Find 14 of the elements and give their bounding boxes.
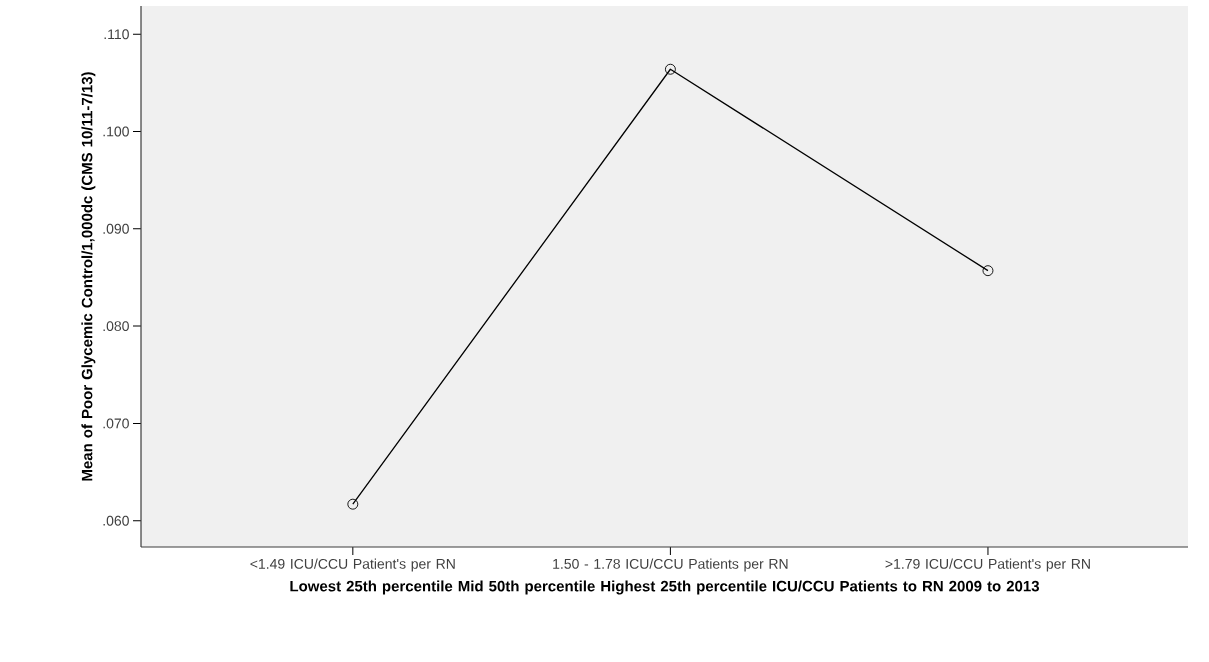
y-axis-title: Mean of Poor Glycemic Control/1,000dc (CMS 10/11-7/13)	[81, 72, 96, 481]
y-tick-label: .100	[103, 126, 129, 137]
y-tick-label: .110	[104, 29, 129, 40]
point	[982, 265, 994, 277]
y-tick-label: .080	[103, 321, 129, 332]
x-tick-label: <1.49 ICU/CCU Patient's per RN	[250, 558, 455, 572]
x-axis-title: Lowest 25th percentile Mid 50th percentile Highest 25th percentile ICU/CCU Patients to RN 2009 to 2013	[290, 580, 1040, 595]
y-tick-label: .070	[103, 418, 129, 429]
x-tick-label: 1.50 - 1.78 ICU/CCU Patients per RN	[553, 558, 788, 572]
point	[664, 63, 676, 75]
point	[347, 498, 359, 510]
y-tick-label: .060	[103, 515, 129, 526]
x-tick-label: >1.79 ICU/CCU Patient's per RN	[885, 558, 1090, 572]
y-tick-label: .090	[103, 223, 129, 234]
